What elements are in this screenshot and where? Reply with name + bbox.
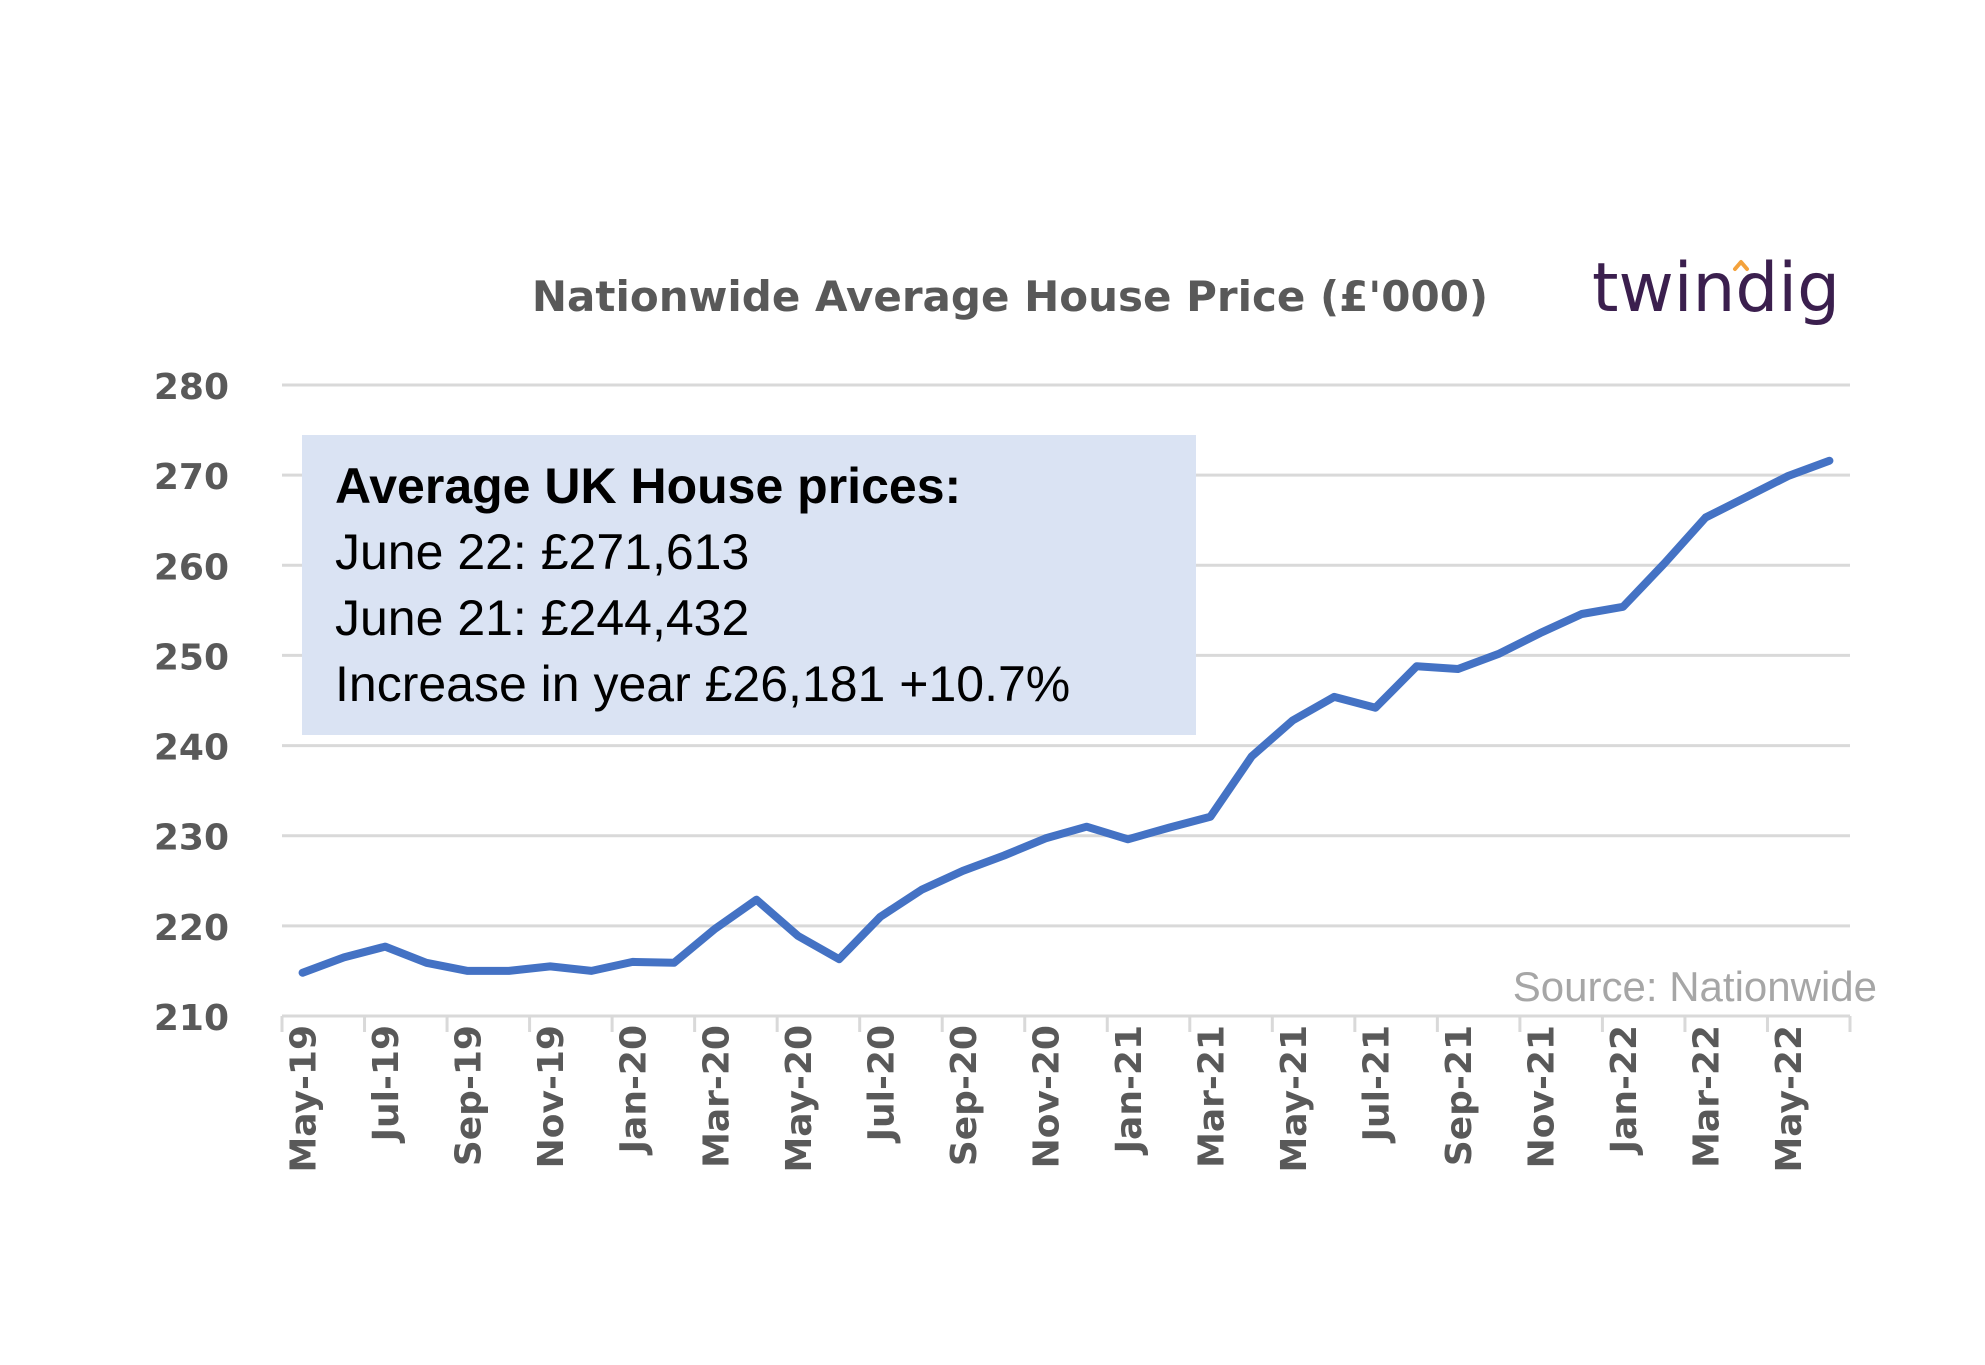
x-tick-label: May-21 [1274,1025,1315,1173]
x-tick-label: Mar-22 [1687,1025,1728,1168]
x-tick-label: Nov-19 [531,1025,572,1168]
brand-wordmark: twindig [1592,249,1840,328]
x-tick-label: May-20 [779,1025,820,1173]
brand-logo: twindig [1592,249,1840,328]
annotation-line-june-22: June 22: £271,613 [335,524,749,580]
annotation-box-background [302,435,1196,735]
x-tick-label: Nov-20 [1026,1025,1067,1168]
x-tick-label: Mar-21 [1191,1025,1232,1168]
annotation-heading: Average UK House prices: [335,458,961,514]
x-tick-label: Sep-19 [449,1025,490,1166]
y-tick-label: 260 [154,547,229,588]
series-line-house-price [298,456,1834,977]
x-tick-label: Jan-21 [1109,1025,1150,1156]
x-tick-label: Jul-19 [366,1025,407,1144]
annotation-line-increase: Increase in year £26,181 +10.7% [335,656,1070,712]
x-tick-label: May-19 [284,1025,325,1173]
y-tick-label: 210 [154,998,229,1039]
annotation-line-june-21: June 21: £244,432 [335,590,749,646]
y-tick-label: 280 [154,367,229,408]
y-tick-label: 250 [154,637,229,678]
x-tick-label: Jan-22 [1604,1025,1645,1156]
x-axis-ticks: May-19 Jul-19 Sep-19 Nov-19 Jan-20 Mar-20 May-… [284,1025,1810,1173]
x-axis [280,1014,1852,1032]
series-layer [298,456,1834,977]
brand-roof-icon [1733,260,1749,271]
x-tick-label: Jan-20 [614,1025,655,1156]
source-note: Source: Nationwide [1513,963,1877,1010]
y-tick-label: 240 [154,728,229,769]
y-tick-label: 220 [154,908,229,949]
x-tick-label: May-22 [1769,1025,1810,1173]
x-tick-label: Nov-21 [1522,1025,1563,1168]
y-tick-label: 270 [154,457,229,498]
y-axis-ticks: 210 220 230 240 250 260 270 280 [154,367,229,1039]
x-tick-label: Jul-20 [861,1025,902,1144]
x-tick-label: Mar-20 [696,1025,737,1168]
x-tick-label: Sep-21 [1439,1025,1480,1166]
x-tick-label: Sep-20 [944,1025,985,1166]
chart-title: Nationwide Average House Price (£'000) [532,272,1488,321]
y-tick-label: 230 [154,818,229,859]
x-tick-label: Jul-21 [1356,1025,1397,1144]
annotation-box: Average UK House prices: June 22: £271,6… [302,435,1196,735]
